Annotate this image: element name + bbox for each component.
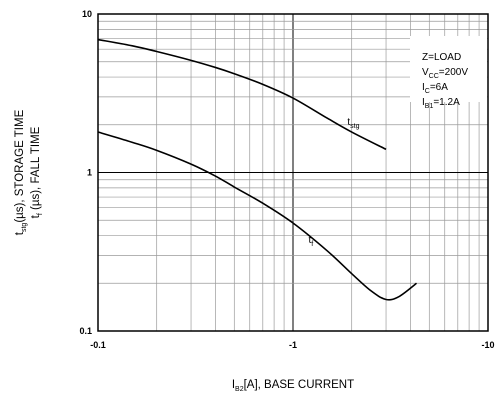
series-line-tf xyxy=(97,131,418,301)
x-axis-label: IB2[A], BASE CURRENT xyxy=(232,379,354,393)
series-line-tstg xyxy=(97,38,387,151)
y-axis-label2-sub: f xyxy=(37,213,44,215)
y-axis-label-line1: tstg(µs), STORAGE TIME xyxy=(14,109,28,235)
curves xyxy=(97,38,418,301)
y-axis-label-line2: tf (µs), FALL TIME xyxy=(30,126,44,218)
conditions-annotation: Z=LOAD VCC=200V IC=6A IB1=1.2A xyxy=(422,52,468,110)
conditions-box xyxy=(410,36,487,102)
y-axis-label2-prefix: t xyxy=(30,214,42,218)
series-label-tstg: tstg xyxy=(347,117,359,130)
plot-frame xyxy=(97,13,489,332)
y-axis-label2-suffix: (µs), FALL TIME xyxy=(30,126,42,213)
x-axis-label-sub: B2 xyxy=(235,386,244,393)
series-label-tf: tf xyxy=(308,235,313,248)
x-tick-label: -10 xyxy=(481,340,494,350)
y-axis-label1-sub: stg xyxy=(21,223,28,232)
condition-line: IB1=1.2A xyxy=(422,97,460,110)
series-labels: tstg tf xyxy=(308,117,359,248)
y-tick-label: 10 xyxy=(82,9,92,19)
condition-line: IC=6A xyxy=(422,82,448,95)
condition-line: Z=LOAD xyxy=(422,52,461,63)
x-tick-label: -1 xyxy=(289,340,297,350)
x-axis-label-suffix: [A], BASE CURRENT xyxy=(244,379,355,391)
x-tick-label: -0.1 xyxy=(90,340,106,350)
tick-labels: -0.1 -1 -10 0.1 1 10 xyxy=(79,9,494,350)
y-axis-label1-suffix: (µs), STORAGE TIME xyxy=(14,109,26,222)
x-axis-label-prefix: I xyxy=(232,379,235,391)
y-tick-label: 1 xyxy=(87,168,92,178)
y-axis-label1-prefix: t xyxy=(14,231,26,235)
condition-line: VCC=200V xyxy=(422,67,468,80)
y-tick-label: 0.1 xyxy=(79,326,92,336)
